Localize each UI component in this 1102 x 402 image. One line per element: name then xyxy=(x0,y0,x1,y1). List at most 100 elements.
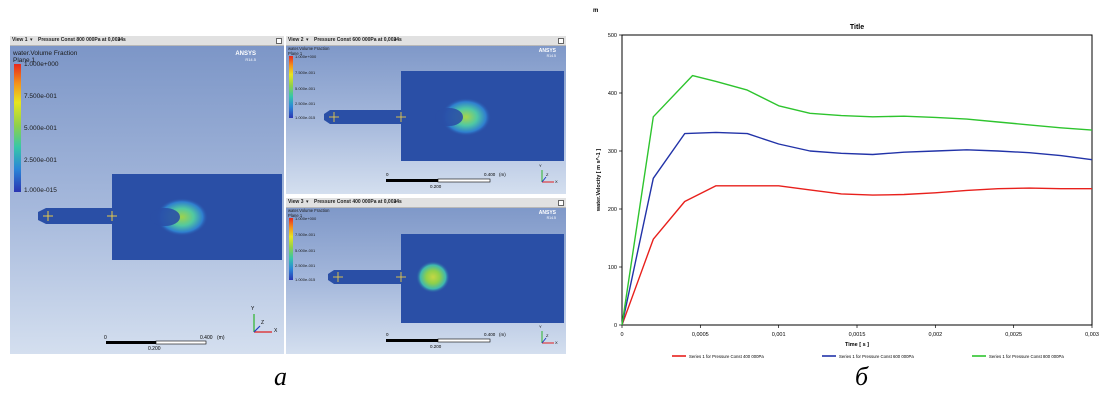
view-3-jet xyxy=(416,261,450,293)
view-1-title-dropdown-icon[interactable]: ▾ xyxy=(118,37,121,43)
chart-series xyxy=(621,74,1093,326)
view-1-viewport[interactable]: View 1 ▾ Pressure Const 800 000Pa at 0,0… xyxy=(10,36,284,354)
view-3-brand-version: R14.5 xyxy=(546,216,556,220)
view-3-scalebar-black xyxy=(386,339,438,342)
view-2-legend-tick-2: 5.000e-001 xyxy=(295,86,316,91)
chart-title: Title xyxy=(850,24,864,31)
view-2-dropdown-icon[interactable]: ▾ xyxy=(306,37,309,43)
view-2-scalebar-white xyxy=(437,178,491,183)
x-tick-label: 0,0005 xyxy=(692,332,709,338)
view-3-scale-unit: (m) xyxy=(499,332,506,337)
view-1-triad-x: X xyxy=(274,328,278,334)
view-3-brand: ANSYS R14.5 xyxy=(539,210,556,220)
series-line-3 xyxy=(621,74,1093,326)
view-2-viewport[interactable]: View 2 ▾ Pressure Const 600 000Pa at 0,0… xyxy=(286,36,566,194)
view-1-legend-variable: water.Volume Fraction xyxy=(13,50,78,57)
view-3-maximize-icon[interactable] xyxy=(558,200,564,206)
view-3-legend-bar xyxy=(289,218,293,280)
view-2-legend-title: water.Volume Fraction Plane 1 xyxy=(288,46,330,57)
view-2-triad-z: Z xyxy=(546,172,549,177)
view-1-legend-title: water.Volume Fraction Plane 1 xyxy=(13,50,77,65)
view-1-legend-bar xyxy=(14,64,21,192)
view-3-legend-variable: water.Volume Fraction xyxy=(288,208,330,213)
view-1-legend-tick-0: 1.000e+000 xyxy=(24,61,59,68)
view-2-maximize-icon[interactable] xyxy=(558,38,564,44)
view-3-legend-tick-2: 5.000e-001 xyxy=(295,248,316,253)
view-2-title: Pressure Const 600 000Pa at 0,0024s xyxy=(314,37,402,43)
x-tick-label: 0,001 xyxy=(772,332,786,338)
view-2-triad-x: X xyxy=(555,179,558,184)
view-1-scale-right: 0.400 xyxy=(200,335,213,341)
view-3-scale-mid: 0.200 xyxy=(430,344,442,349)
legend-label-2: Series 1 for Pressure Const 600 000Pa xyxy=(839,354,914,358)
view-3-legend-title: water.Volume Fraction Plane 1 xyxy=(288,208,330,219)
view-1-dropdown-icon[interactable]: ▾ xyxy=(30,37,33,43)
y-tick-label: 200 xyxy=(608,207,617,213)
view-2-jet-cavity xyxy=(435,108,463,126)
view-1-legend-tick-2: 5.000e-001 xyxy=(24,125,57,132)
view-3-tab[interactable]: View 3 xyxy=(288,199,304,205)
y-axis-label: water.Velocity [ m s^-1 ] xyxy=(596,149,602,212)
view-3-scale-right: 0.400 xyxy=(484,332,496,337)
view-2-title-dropdown-icon[interactable]: ▾ xyxy=(394,37,397,43)
view-2-jet xyxy=(441,98,491,136)
view-1-maximize-icon[interactable] xyxy=(276,38,282,44)
view-3-triad-x: X xyxy=(555,340,558,345)
view-2-legend-tick-0: 1.000e+000 xyxy=(295,54,317,59)
view-3-legend-plane: Plane 1 xyxy=(288,212,303,218)
chart-legend: Series 1 for Pressure Const 400 000Pa Ser… xyxy=(672,354,1064,359)
view-1-jet xyxy=(156,198,208,236)
panel-b: m 0 0,0005 0,001 0,0015 0,002 0,0025 0,003 0 100… xyxy=(590,8,1100,359)
legend-label-3: Series 1 for Pressure Const 800 000Pa xyxy=(989,354,1064,358)
x-tick-label: 0,0015 xyxy=(849,332,866,338)
panel-a: View 1 ▾ Pressure Const 800 000Pa at 0,0… xyxy=(10,36,566,354)
view-3-probe-1 xyxy=(333,272,343,282)
view-2-header: View 2 ▾ Pressure Const 600 000Pa at 0,0… xyxy=(286,36,566,46)
view-1-scale-mid: 0.200 xyxy=(148,346,161,352)
view-1-axis-triad-icon xyxy=(253,314,272,333)
view-3-legend-tick-1: 7.500e-001 xyxy=(295,232,316,237)
view-1-title: Pressure Const 800 000Pa at 0,0024s xyxy=(38,37,126,43)
caption-b: б xyxy=(855,362,869,391)
view-3-viewport[interactable]: View 3 ▾ Pressure Const 400 000Pa at 0,0… xyxy=(286,198,566,354)
series-line-2 xyxy=(621,131,1093,326)
view-1-legend-tick-4: 1.000e-015 xyxy=(24,187,57,194)
view-3-brand-name: ANSYS xyxy=(538,210,556,216)
view-1-jet-cavity xyxy=(150,208,180,226)
view-2-brand: ANSYS R14.5 xyxy=(539,48,556,58)
caption-a: а xyxy=(274,362,287,391)
view-2-legend-plane: Plane 1 xyxy=(288,50,303,56)
view-3-legend-tick-4: 1.000e-015 xyxy=(295,277,316,282)
x-tick-label: 0 xyxy=(620,332,623,338)
view-1-scale-left: 0 xyxy=(104,335,107,341)
view-3-dropdown-icon[interactable]: ▾ xyxy=(306,199,309,205)
view-1-scalebar-white xyxy=(155,340,207,345)
y-tick-label: 500 xyxy=(608,33,617,39)
view-3-triad-y: Y xyxy=(539,324,542,329)
view-3-title: Pressure Const 400 000Pa at 0,0024s xyxy=(314,199,402,205)
x-axis-label: Time [ s ] xyxy=(845,342,869,348)
view-2-legend-variable: water.Volume Fraction xyxy=(288,46,330,51)
view-1-triad-z: Z xyxy=(261,320,265,326)
view-1-tab[interactable]: View 1 xyxy=(12,37,28,43)
chart-labels: 0 0,0005 0,001 0,0015 0,002 0,0025 0,003 0 100 20… xyxy=(596,24,1099,348)
y-tick-label: 400 xyxy=(608,91,617,97)
x-tick-label: 0,002 xyxy=(928,332,942,338)
velocity-chart: 0 0,0005 0,001 0,0015 0,002 0,0025 0,003 0 100 20… xyxy=(596,24,1099,359)
view-1-brand: ANSYS R14.5 xyxy=(235,51,256,62)
chart-axes xyxy=(619,34,1093,328)
view-3-title-dropdown-icon[interactable]: ▾ xyxy=(394,199,397,205)
view-1-header: View 1 ▾ Pressure Const 800 000Pa at 0,0… xyxy=(10,36,284,46)
view-2-tab[interactable]: View 2 xyxy=(288,37,304,43)
view-1-brand-version: R14.5 xyxy=(245,57,256,62)
view-2-scale-unit: (m) xyxy=(499,172,506,177)
view-3-legend-tick-3: 2.500e-001 xyxy=(295,263,316,268)
view-3-axis-triad-icon xyxy=(541,331,554,344)
view-3-geometry xyxy=(328,234,564,344)
view-1-triad-y: Y xyxy=(251,306,255,312)
view-3-probe-2 xyxy=(396,272,406,282)
y-tick-label: 100 xyxy=(608,265,617,271)
view-3-legend-tick-0: 1.000e+000 xyxy=(295,216,317,221)
view-1-scale-unit: (m) xyxy=(217,335,225,341)
view-1-legend-plane: Plane 1 xyxy=(13,57,36,65)
